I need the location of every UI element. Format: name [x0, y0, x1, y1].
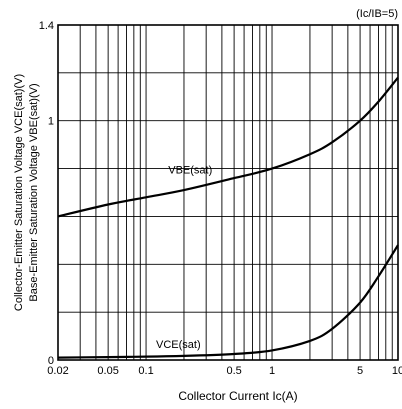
series-layer — [57, 76, 399, 359]
x-tick-label: 1 — [269, 365, 275, 377]
vce-sat-curve-label: VCE(sat) — [156, 339, 201, 351]
x-tick-label: 10 — [392, 365, 402, 377]
x-tick-label: 0.05 — [97, 365, 118, 377]
y-tick-label: 1 — [48, 116, 54, 128]
y-axis-label-line-1: Collector-Emitter Saturation Voltage VCE… — [13, 74, 25, 311]
tick-labels: 0.02 0.05 0.1 0.5 1 5 10 0 1 1.4 — [39, 20, 402, 377]
x-axis-label: Collector Current Ic(A) — [178, 389, 297, 403]
x-tick-label: 0.02 — [47, 365, 68, 377]
x-tick-label: 0.1 — [138, 365, 153, 377]
condition-label: (Ic/IB=5) — [356, 8, 398, 20]
x-tick-label: 5 — [357, 365, 363, 377]
y-tick-label: 0 — [48, 355, 54, 367]
vce-sat-curve — [57, 244, 399, 359]
y-tick-label: 1.4 — [39, 20, 54, 32]
vbe-sat-curve-label: VBE(sat) — [168, 164, 212, 176]
vbe-sat-curve — [57, 76, 399, 218]
plot-frame — [57, 24, 399, 361]
grid — [58, 25, 398, 360]
x-tick-label: 0.5 — [226, 365, 241, 377]
y-axis-label-line-2: Base-Emitter Saturation Voltage VBE(sat)… — [28, 83, 40, 301]
